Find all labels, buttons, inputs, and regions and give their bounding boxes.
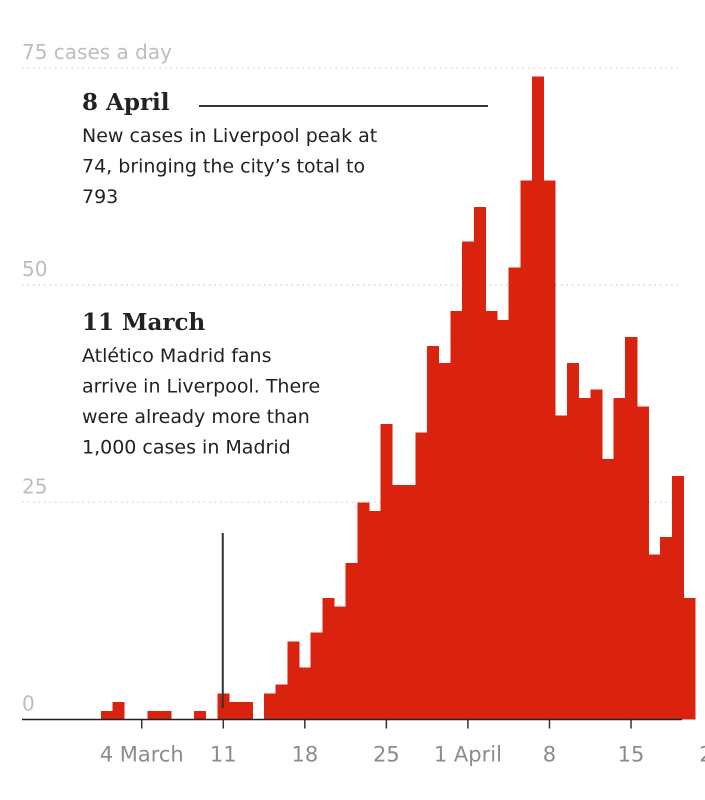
bar [415, 432, 428, 720]
x-tick-label: 11 [210, 743, 237, 767]
annotation-title: 8 April [82, 89, 170, 116]
bar [613, 397, 626, 720]
bar [264, 693, 277, 720]
x-tick-label: 22 [699, 743, 705, 767]
x-axis: 4 March 11 18 25 1 April 8 15 22 [22, 718, 705, 767]
x-tick-label: 4 March [100, 743, 184, 767]
bar [345, 563, 358, 720]
bar [112, 702, 125, 720]
gridlines: 0 25 50 75 cases a day [22, 40, 682, 716]
x-tick-label: 15 [618, 743, 645, 767]
x-tick-label: 1 April [434, 743, 502, 767]
bar [427, 345, 440, 720]
bar [287, 641, 300, 720]
bar [473, 206, 486, 720]
bar [462, 241, 475, 720]
bar [555, 415, 568, 720]
bar [438, 363, 451, 720]
annotation-text-line: 74, bringing the city’s total to [82, 156, 365, 178]
bar [322, 597, 335, 720]
bars [100, 76, 696, 720]
annotation-title: 11 March [82, 309, 205, 336]
y-tick-label: 0 [22, 692, 35, 716]
x-tick-label: 18 [291, 743, 318, 767]
bar [508, 267, 521, 720]
bar [636, 406, 649, 720]
bar [485, 311, 498, 720]
x-tick-label: 25 [373, 743, 400, 767]
bar [229, 702, 242, 720]
annotation-text-line: 1,000 cases in Madrid [82, 437, 291, 459]
annotation-text-line: New cases in Liverpool peak at [82, 125, 377, 147]
annotation-text-line: 793 [82, 186, 118, 208]
bar [333, 606, 346, 720]
bar [532, 76, 545, 720]
bar [392, 484, 405, 720]
bar [380, 424, 393, 720]
annotation: 11 March Atlético Madrid fans arrive in Li… [82, 309, 320, 708]
bar [275, 684, 288, 720]
annotation-text-line: were already more than [82, 406, 310, 428]
bar [240, 702, 253, 720]
bar [194, 710, 207, 720]
annotation: 8 April New cases in Liverpool peak at 74,… [82, 89, 488, 208]
y-tick-label: 75 cases a day [22, 40, 172, 64]
bar [683, 597, 696, 720]
bar [299, 667, 312, 720]
bar [660, 537, 673, 720]
bar [310, 632, 323, 720]
bar [450, 311, 463, 720]
annotations: 8 April New cases in Liverpool peak at 74,… [82, 89, 488, 708]
bar [578, 397, 591, 720]
y-tick-label: 25 [22, 474, 47, 498]
bar [357, 502, 370, 720]
y-tick-label: 50 [22, 257, 47, 281]
x-tick-label: 8 [543, 743, 556, 767]
bar [671, 476, 684, 720]
bar [159, 710, 172, 720]
bar [100, 710, 113, 720]
bar [625, 337, 638, 720]
bar [147, 710, 160, 720]
bar [648, 554, 661, 720]
bar [368, 510, 381, 720]
bar [497, 319, 510, 720]
bar [590, 389, 603, 720]
bar [403, 484, 416, 720]
bar [520, 180, 533, 720]
bar [566, 363, 579, 720]
annotation-text-line: Atlético Madrid fans [82, 345, 271, 367]
bar [543, 180, 556, 720]
annotation-text-line: arrive in Liverpool. There [82, 376, 320, 398]
bar [601, 458, 614, 720]
